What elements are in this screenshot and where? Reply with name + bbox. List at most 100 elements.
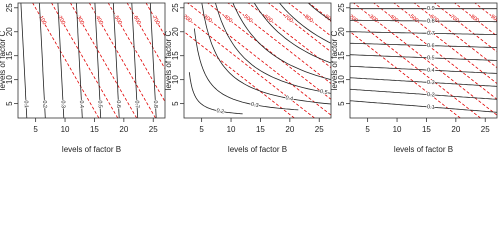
black-level-label: 0.9 <box>457 63 466 70</box>
black-contour <box>194 28 299 111</box>
x-axis-label: levels of factor B <box>62 145 121 154</box>
black-level-label: 0.9 <box>427 6 435 12</box>
y-axis-label: levels of factor C <box>164 30 173 90</box>
black-level-label: 0.8 <box>152 100 158 108</box>
red-level-label: 800 <box>303 14 314 24</box>
black-contour <box>188 72 243 115</box>
red-contour <box>207 3 331 100</box>
black-contour <box>350 65 497 74</box>
red-contour <box>107 3 165 103</box>
red-level-label: 700 <box>449 14 460 24</box>
black-contour <box>350 42 497 48</box>
black-contour <box>350 77 497 87</box>
x-axis-label: levels of factor B <box>394 145 453 154</box>
red-contour <box>70 3 138 118</box>
x-tick-label: 25 <box>315 125 324 134</box>
black-contour <box>94 3 102 118</box>
red-level-label: 800 <box>170 15 180 26</box>
black-contour <box>201 3 331 105</box>
black-level-label: 0.4 <box>427 67 435 73</box>
red-contour <box>413 3 497 69</box>
red-level-label: 100 <box>37 15 47 26</box>
red-contour <box>32 3 100 118</box>
red-level-label: 200 <box>182 14 193 24</box>
y-tick-label: 25 <box>5 3 14 12</box>
red-level-label: 900 <box>489 14 500 24</box>
y-tick-label: 5 <box>337 101 346 106</box>
red-level-label: 400 <box>222 14 233 24</box>
black-level-label: 0.3 <box>250 102 259 109</box>
red-level-label: 100 <box>161 14 172 24</box>
black-contour <box>350 100 497 113</box>
panel: 100 200 300 400 500 600 700 800 0.1 0.2 0.3 0.4 0.5 0… <box>0 2 180 154</box>
black-level-label: 0.6 <box>427 43 435 49</box>
x-tick-label: 25 <box>149 125 158 134</box>
red-level-label: 700 <box>151 15 161 26</box>
black-level-label: 0.4 <box>285 95 294 102</box>
red-contour <box>227 3 331 85</box>
red-level-label: 400 <box>94 15 104 26</box>
black-contour <box>76 3 83 118</box>
y-tick-label: 10 <box>171 75 180 84</box>
red-contour <box>184 15 315 118</box>
black-level-label: 0.5 <box>96 100 102 108</box>
black-level-label: 0.2 <box>216 108 225 115</box>
x-tick-label: 10 <box>393 125 402 134</box>
red-contour <box>373 3 497 100</box>
black-level-label: 0.6 <box>354 82 363 89</box>
black-level-label: 0.1 <box>22 100 28 108</box>
black-contour <box>215 3 331 94</box>
x-tick-label: 10 <box>227 125 236 134</box>
black-level-label: 0.5 <box>427 55 435 61</box>
y-tick-label: 25 <box>171 3 180 12</box>
x-tick-label: 20 <box>285 125 294 134</box>
red-level-label: 400 <box>388 14 399 24</box>
y-tick-label: 15 <box>5 51 14 60</box>
red-contour <box>184 31 295 118</box>
black-level-label: 0.2 <box>41 100 47 108</box>
panel: 100 200 300 400 500 600 700 800 900 0.2 0.3 0.4 0.5 0… <box>161 2 466 154</box>
x-tick-label: 10 <box>61 125 70 134</box>
red-level-label: 300 <box>368 14 379 24</box>
red-level-label: 800 <box>469 14 480 24</box>
black-contour <box>57 3 65 118</box>
black-contour <box>131 3 139 118</box>
y-tick-label: 20 <box>337 27 346 36</box>
black-contour <box>307 3 331 22</box>
plot-frame <box>17 2 166 119</box>
plot-frame <box>183 2 332 119</box>
black-level-label: 0.4 <box>78 100 84 108</box>
x-tick-label: 20 <box>119 125 128 134</box>
x-tick-label: 25 <box>481 125 490 134</box>
y-axis-label: levels of factor C <box>0 30 7 90</box>
y-tick-label: 25 <box>337 3 346 12</box>
y-tick-label: 20 <box>171 27 180 36</box>
black-contour <box>232 3 331 81</box>
black-contour <box>20 3 28 118</box>
black-level-label: 0.3 <box>59 100 65 108</box>
red-level-label: 600 <box>263 14 274 24</box>
y-tick-label: 10 <box>5 75 14 84</box>
x-tick-label: 15 <box>422 125 431 134</box>
red-level-label: 600 <box>429 14 440 24</box>
red-contour <box>187 3 331 116</box>
red-level-label: 500 <box>242 14 253 24</box>
black-level-label: 0.2 <box>427 92 435 99</box>
y-tick-label: 5 <box>171 101 180 106</box>
red-level-label: 200 <box>348 14 359 24</box>
red-contour <box>353 3 497 116</box>
black-level-label: 0.3 <box>427 80 435 86</box>
red-level-label: 700 <box>283 14 294 24</box>
x-tick-label: 15 <box>90 125 99 134</box>
black-contour <box>278 3 331 44</box>
red-level-label: 200 <box>56 15 66 26</box>
black-level-label: 0.7 <box>427 31 435 37</box>
black-level-label: 0.7 <box>133 100 139 108</box>
x-axis-label: levels of factor B <box>228 145 287 154</box>
black-level-label: 0.8 <box>427 18 435 24</box>
red-contour <box>393 3 497 85</box>
x-tick-label: 5 <box>365 125 370 134</box>
black-contour <box>39 3 46 118</box>
plot-area: 100 200 300 400 500 600 700 800 9000.10.20.30.40… <box>348 3 500 118</box>
red-level-label: 500 <box>408 14 419 24</box>
